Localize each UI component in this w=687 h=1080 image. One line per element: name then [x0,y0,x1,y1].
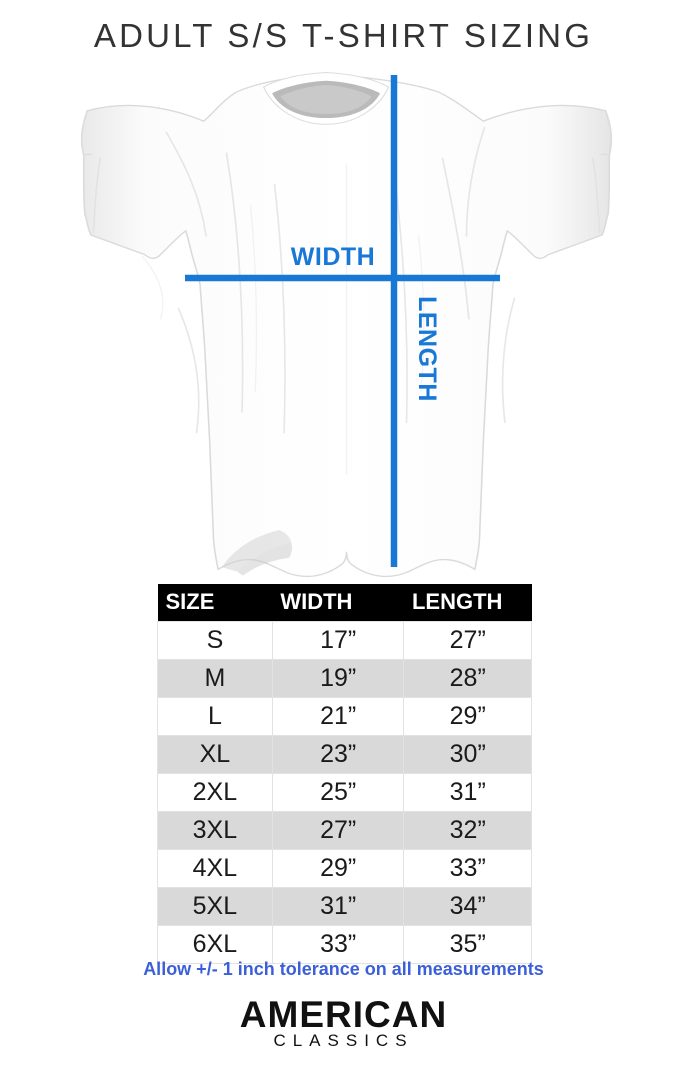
svg-text:WIDTH: WIDTH [291,243,375,271]
svg-text:LENGTH: LENGTH [413,296,441,402]
